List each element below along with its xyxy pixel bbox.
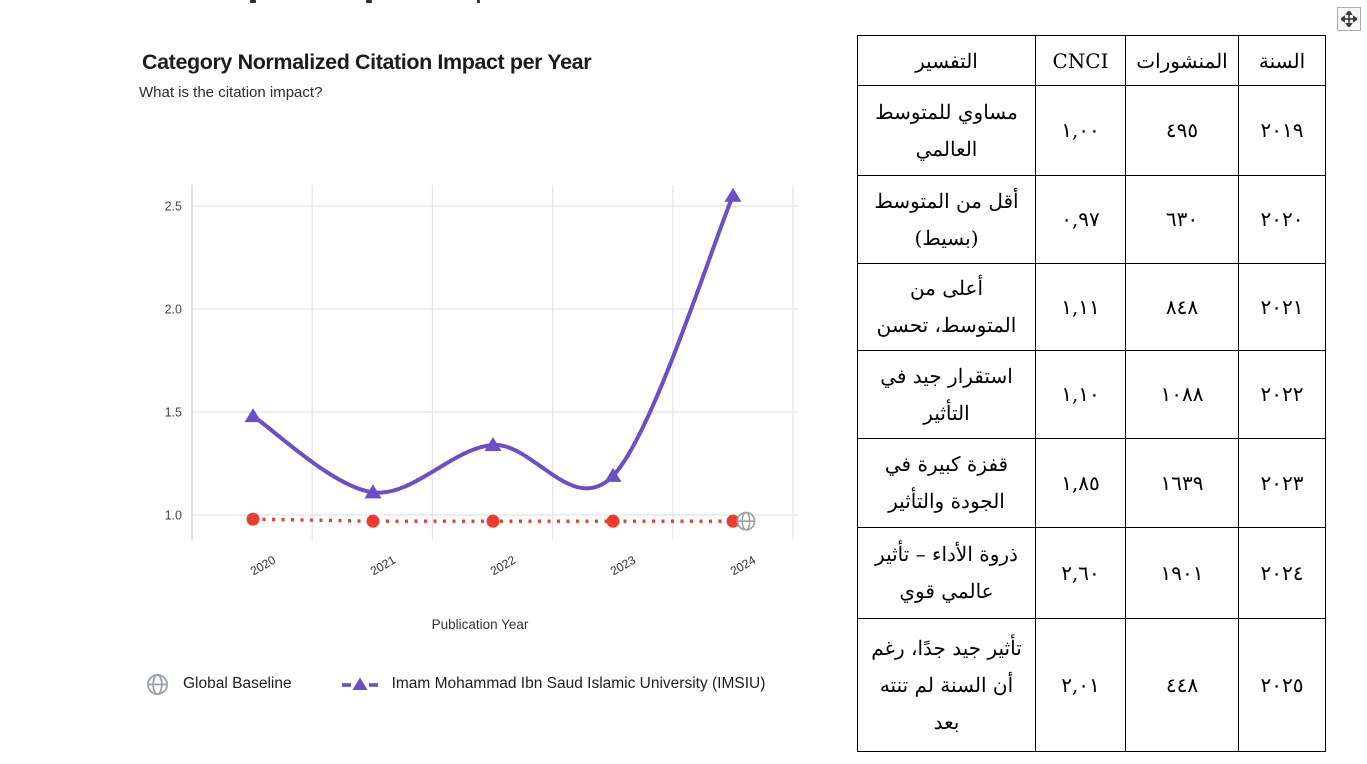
x-tick-label: 2022 — [488, 553, 518, 579]
cell-cnci[interactable]: ٢,٦٠ — [1035, 527, 1126, 619]
header-cnci[interactable]: CNCI — [1035, 35, 1126, 86]
move-cross-arrows-icon — [1341, 11, 1357, 27]
x-tick-label: 2021 — [368, 553, 398, 579]
table-row: ٢٠٢١ ٨٤٨ ١,١١ أعلى من المتوسط، تحسن — [857, 263, 1326, 351]
cell-cnci[interactable]: ١,٠٠ — [1035, 85, 1126, 176]
cell-year[interactable]: ٢٠٢٠ — [1238, 175, 1326, 264]
cell-interpretation[interactable]: تأثير جيد جدًا، رغم أن السنة لم تنته بعد — [857, 618, 1036, 752]
x-axis-title: Publication Year — [431, 617, 529, 632]
table-row: ٢٠٢٣ ١٦٣٩ ١,٨٥ قفزة كبيرة في الجودة والت… — [857, 438, 1326, 528]
dash-triangle-icon — [341, 677, 378, 690]
y-tick-label: 2.5 — [165, 200, 182, 214]
legend-label-global-baseline: Global Baseline — [183, 675, 292, 692]
clipped-text-fragment — [477, 0, 480, 3]
imsiu-marker — [724, 187, 742, 202]
cell-interpretation[interactable]: أقل من المتوسط (بسيط) — [857, 175, 1036, 264]
imsiu-marker — [604, 467, 622, 482]
cell-year[interactable]: ٢٠٢٣ — [1238, 438, 1326, 528]
imsiu-marker — [364, 484, 382, 499]
y-tick-label: 1.0 — [165, 509, 182, 523]
header-publications[interactable]: المنشورات — [1125, 35, 1239, 86]
cell-publications[interactable]: ٨٤٨ — [1125, 263, 1239, 351]
clipped-text-fragment — [366, 0, 372, 3]
cell-cnci[interactable]: ٢,٠١ — [1035, 618, 1126, 752]
baseline-marker — [246, 512, 260, 526]
x-tick-label: 2020 — [248, 553, 278, 579]
legend-label-imsiu: Imam Mohammad Ibn Saud Islamic Universit… — [391, 675, 766, 692]
cell-publications[interactable]: ٦٣٠ — [1125, 175, 1239, 264]
table-row: ٢٠٢٥ ٤٤٨ ٢,٠١ تأثير جيد جدًا، رغم أن الس… — [857, 618, 1326, 752]
cell-year[interactable]: ٢٠٢٤ — [1238, 527, 1326, 619]
cell-publications[interactable]: ٤٤٨ — [1125, 618, 1239, 752]
cell-year[interactable]: ٢٠١٩ — [1238, 85, 1326, 176]
cell-year[interactable]: ٢٠٢٢ — [1238, 350, 1326, 439]
legend-item-global-baseline: Global Baseline — [146, 673, 292, 696]
imsiu-marker — [484, 436, 502, 451]
imsiu-marker — [244, 408, 262, 423]
cnci-line-chart: 1.0 1.5 2.0 2.5 2020 2021 2022 2023 2024 — [165, 185, 798, 579]
baseline-marker — [726, 514, 740, 528]
header-year[interactable]: السنة — [1238, 35, 1326, 86]
cell-publications[interactable]: ١٦٣٩ — [1125, 438, 1239, 528]
table-row: ٢٠١٩ ٤٩٥ ١,٠٠ مساوي للمتوسط العالمي — [857, 85, 1326, 176]
globe-icon — [147, 673, 168, 695]
cell-interpretation[interactable]: قفزة كبيرة في الجودة والتأثير — [857, 438, 1036, 528]
table-header-row: السنة المنشورات CNCI التفسير — [857, 35, 1326, 86]
clipped-text-fragment — [250, 0, 256, 3]
legend-item-imsiu: Imam Mohammad Ibn Saud Islamic Universit… — [341, 675, 766, 693]
cell-year[interactable]: ٢٠٢٥ — [1238, 618, 1326, 752]
chart-title: Category Normalized Citation Impact per … — [142, 50, 592, 74]
table-move-handle[interactable] — [1337, 7, 1361, 31]
cell-interpretation[interactable]: أعلى من المتوسط، تحسن — [857, 263, 1036, 351]
cell-interpretation[interactable]: ذروة الأداء – تأثير عالمي قوي — [857, 527, 1036, 619]
y-tick-label: 1.5 — [165, 406, 182, 420]
chart-subtitle: What is the citation impact? — [139, 84, 323, 101]
header-interpretation[interactable]: التفسير — [857, 35, 1036, 86]
table-row: ٢٠٢٤ ١٩٠١ ٢,٦٠ ذروة الأداء – تأثير عالمي… — [857, 527, 1326, 619]
cell-interpretation[interactable]: استقرار جيد في التأثير — [857, 350, 1036, 439]
cell-publications[interactable]: ١٠٨٨ — [1125, 350, 1239, 439]
globe-endpoint-icon — [736, 511, 756, 531]
baseline-marker — [606, 514, 620, 528]
baseline-marker — [486, 514, 500, 528]
cell-cnci[interactable]: ٠,٩٧ — [1035, 175, 1126, 264]
imsiu-line — [251, 193, 735, 495]
cell-publications[interactable]: ٤٩٥ — [1125, 85, 1239, 176]
x-tick-label: 2023 — [608, 553, 638, 579]
table-row: ٢٠٢٠ ٦٣٠ ٠,٩٧ أقل من المتوسط (بسيط) — [857, 175, 1326, 264]
cell-publications[interactable]: ١٩٠١ — [1125, 527, 1239, 619]
baseline-marker — [366, 514, 380, 528]
cell-interpretation[interactable]: مساوي للمتوسط العالمي — [857, 85, 1036, 176]
x-tick-label: 2024 — [728, 553, 758, 579]
cell-cnci[interactable]: ١,١٠ — [1035, 350, 1126, 439]
cell-year[interactable]: ٢٠٢١ — [1238, 263, 1326, 351]
chart-legend: Global Baseline Imam Mohammad Ibn Saud I… — [146, 668, 765, 700]
cnci-data-table: السنة المنشورات CNCI التفسير ٢٠١٩ ٤٩٥ ١,… — [857, 35, 1326, 752]
cell-cnci[interactable]: ١,١١ — [1035, 263, 1126, 351]
y-tick-label: 2.0 — [165, 303, 182, 317]
table-row: ٢٠٢٢ ١٠٨٨ ١,١٠ استقرار جيد في التأثير — [857, 350, 1326, 439]
cell-cnci[interactable]: ١,٨٥ — [1035, 438, 1126, 528]
